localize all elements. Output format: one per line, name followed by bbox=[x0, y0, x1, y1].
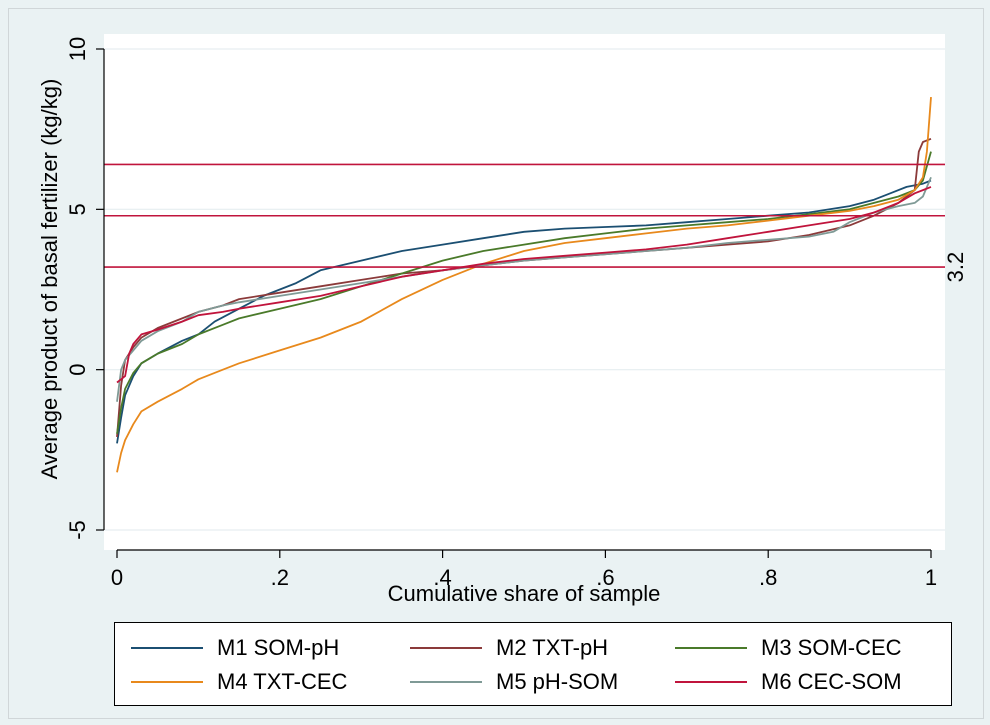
x-tick-label: 0 bbox=[111, 565, 123, 590]
legend-label: M5 pH-SOM bbox=[496, 669, 619, 694]
axes: -5 0 5 10 0 .2 .4 .6 .8 1 bbox=[65, 37, 937, 590]
reference-line-label: 3.2 bbox=[943, 252, 968, 283]
x-tick-label: .4 bbox=[433, 565, 451, 590]
legend-swatch bbox=[410, 647, 482, 649]
x-tick-label: .8 bbox=[759, 565, 777, 590]
y-tick-label: -5 bbox=[65, 520, 90, 540]
y-tick-label: 0 bbox=[65, 364, 90, 376]
legend-swatch bbox=[675, 681, 747, 683]
series-lines bbox=[116, 97, 932, 473]
legend-label: M6 CEC-SOM bbox=[761, 669, 902, 694]
line-chart: 3.2 -5 0 5 10 0 .2 .4 .6 .8 1 Cumulative share of… bbox=[37, 34, 968, 606]
legend: M1 SOM-pH M2 TXT-pH M3 SOM-CEC M4 TXT-CEC M5… bbox=[114, 622, 952, 706]
legend-label: M3 SOM-CEC bbox=[761, 635, 902, 660]
legend-item: M1 SOM-pH bbox=[131, 633, 339, 663]
legend-label: M1 SOM-pH bbox=[217, 635, 340, 660]
legend-item: M3 SOM-CEC bbox=[675, 633, 902, 663]
chart-frame: 3.2 -5 0 5 10 0 .2 .4 .6 .8 1 Cumulative share of… bbox=[8, 8, 984, 719]
series-line-6 bbox=[116, 186, 932, 384]
x-tick-label: .2 bbox=[271, 565, 289, 590]
legend-swatch bbox=[131, 681, 203, 683]
x-tick-label: 1 bbox=[925, 565, 937, 590]
legend-swatch bbox=[131, 647, 203, 649]
legend-item: M5 pH-SOM bbox=[410, 667, 618, 697]
legend-swatch bbox=[410, 681, 482, 683]
x-tick-label: .6 bbox=[596, 565, 614, 590]
series-line-5 bbox=[116, 176, 932, 402]
y-tick-label: 10 bbox=[65, 37, 90, 61]
legend-item: M4 TXT-CEC bbox=[131, 667, 347, 697]
series-line-3 bbox=[116, 151, 932, 434]
legend-label: M4 TXT-CEC bbox=[217, 669, 348, 694]
legend-item: M2 TXT-pH bbox=[410, 633, 608, 663]
gridlines bbox=[104, 48, 945, 531]
y-axis-title: Average product of basal fertilizer (kg/… bbox=[37, 79, 62, 480]
legend-swatch bbox=[675, 647, 747, 649]
legend-label: M2 TXT-pH bbox=[496, 635, 609, 660]
legend-item: M6 CEC-SOM bbox=[675, 667, 902, 697]
plot-area bbox=[104, 34, 945, 550]
y-tick-label: 5 bbox=[65, 203, 90, 215]
reference-lines: 3.2 bbox=[104, 163, 968, 283]
x-axis-title: Cumulative share of sample bbox=[388, 581, 661, 606]
